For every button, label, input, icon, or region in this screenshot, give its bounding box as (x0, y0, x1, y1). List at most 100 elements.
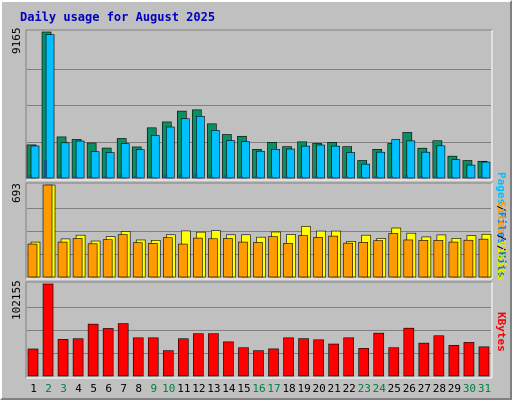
bar-pages-day-4 (74, 175, 78, 178)
bar-pages-day-15 (239, 175, 243, 178)
bar-pages-day-11 (179, 174, 183, 178)
x-label-day-6: 6 (105, 382, 112, 395)
x-label-day-24: 24 (373, 382, 387, 395)
bar-files-day-23 (361, 163, 371, 179)
x-label-day-23: 23 (358, 382, 371, 395)
bar-sites-day-12 (193, 237, 203, 278)
bar-sites-day-4 (72, 238, 83, 278)
bar-pages-day-19 (299, 175, 303, 178)
bar-files-day-22 (346, 152, 355, 179)
bar-sites-day-14 (223, 238, 233, 278)
bar-pages-day-20 (314, 175, 318, 178)
bar-pages-day-26 (404, 175, 408, 178)
bar-kbytes-day-15 (238, 347, 249, 377)
x-label-day-15: 15 (237, 382, 250, 395)
bar-kbytes-day-24 (373, 332, 385, 377)
bar-files-day-20 (316, 144, 325, 179)
bar-kbytes-day-23 (358, 348, 370, 377)
x-label-day-29: 29 (448, 382, 461, 395)
bar-pages-day-2 (44, 159, 48, 178)
x-label-day-1: 1 (30, 382, 37, 395)
bar-kbytes-day-3 (57, 339, 69, 377)
legend-visits: Visits (495, 241, 508, 281)
bar-kbytes-day-29 (448, 344, 460, 377)
bar-sites-day-29 (448, 241, 459, 278)
x-label-day-7: 7 (120, 382, 127, 395)
bar-files-day-26 (406, 140, 416, 179)
bar-kbytes-day-28 (433, 335, 445, 377)
legend-hits-files-pages: Pages/Files/Hits (495, 172, 508, 278)
bar-files-day-25 (391, 139, 401, 179)
bar-files-day-17 (271, 149, 280, 179)
x-label-day-8: 8 (135, 382, 142, 395)
bar-pages-day-7 (119, 174, 123, 178)
bar-kbytes-day-9 (147, 337, 159, 377)
x-label-day-3: 3 (60, 382, 67, 395)
bar-kbytes-day-26 (403, 327, 415, 377)
bar-pages-day-6 (104, 175, 108, 178)
legend-visits-sites: Sites/Visits (495, 201, 508, 281)
bar-files-day-8 (135, 149, 145, 179)
bar-files-day-19 (301, 145, 310, 179)
bar-sites-day-22 (343, 242, 353, 278)
x-label-day-27: 27 (418, 382, 431, 395)
x-label-day-19: 19 (297, 382, 310, 395)
bar-sites-day-27 (418, 240, 429, 278)
bar-pages-day-22 (344, 176, 348, 178)
bar-files-day-1 (30, 145, 40, 179)
legend-kbytes: KBytes (495, 312, 508, 352)
x-label-day-26: 26 (403, 382, 416, 395)
bar-files-day-12 (196, 116, 205, 179)
bar-sites-day-10 (162, 237, 173, 278)
bar-kbytes-day-11 (178, 338, 189, 377)
x-label-day-21: 21 (328, 382, 341, 395)
bar-sites-day-28 (433, 240, 444, 278)
bar-files-day-14 (226, 140, 235, 179)
ymax-label-kbytes: 102155 (10, 280, 23, 320)
bar-pages-day-31 (479, 176, 483, 178)
bar-kbytes-day-17 (268, 348, 279, 377)
x-label-day-12: 12 (192, 382, 205, 395)
bar-sites-day-16 (253, 242, 263, 278)
bar-files-day-2 (45, 34, 55, 179)
bar-sites-day-25 (388, 233, 399, 278)
bar-sites-day-8 (132, 242, 143, 278)
bar-pages-day-13 (209, 174, 213, 178)
bar-pages-day-14 (224, 174, 228, 178)
chart-title: Daily usage for August 2025 (20, 10, 215, 24)
bar-files-day-24 (376, 151, 386, 179)
bar-pages-day-1 (29, 175, 32, 178)
bar-files-day-16 (256, 150, 265, 179)
bar-pages-day-5 (89, 175, 93, 178)
bar-kbytes-day-27 (418, 342, 430, 377)
x-label-day-28: 28 (433, 382, 446, 395)
bar-pages-day-29 (449, 176, 453, 178)
x-label-day-16: 16 (252, 382, 265, 395)
bar-sites-day-7 (117, 234, 128, 278)
x-label-day-25: 25 (388, 382, 401, 395)
bar-pages-day-9 (149, 175, 153, 178)
bar-pages-day-3 (59, 175, 63, 178)
bar-kbytes-day-18 (283, 337, 294, 377)
x-label-day-17: 17 (267, 382, 280, 395)
bar-kbytes-day-14 (223, 341, 234, 377)
bar-files-day-27 (421, 151, 431, 179)
bar-pages-day-18 (284, 175, 288, 178)
bar-sites-day-6 (102, 239, 113, 278)
bar-pages-day-27 (419, 175, 423, 178)
bars (26, 31, 492, 377)
bar-sites-day-11 (178, 243, 188, 278)
bar-kbytes-day-6 (102, 328, 114, 377)
bar-pages-day-8 (134, 175, 138, 178)
bar-files-day-6 (105, 152, 115, 179)
bar-kbytes-day-12 (193, 333, 204, 377)
bar-kbytes-day-1 (27, 348, 39, 377)
bar-files-day-30 (466, 164, 476, 179)
bar-files-day-15 (241, 141, 250, 179)
legend-files: Files (495, 212, 508, 245)
bar-pages-day-16 (254, 176, 258, 178)
bar-pages-day-25 (389, 175, 393, 178)
bar-kbytes-day-16 (253, 350, 264, 377)
